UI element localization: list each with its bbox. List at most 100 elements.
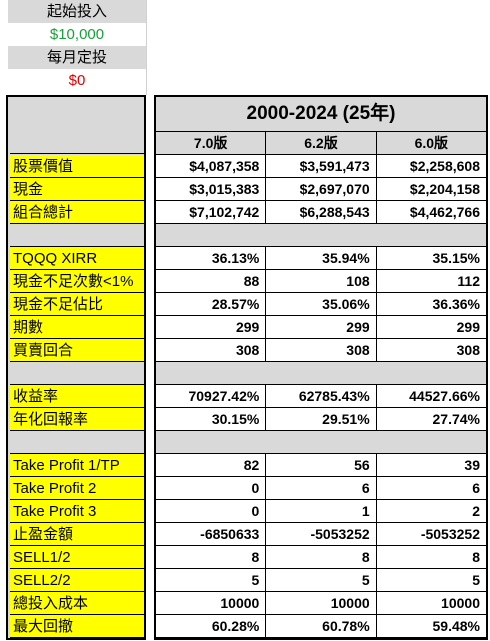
value-cell[interactable]: 6 [375, 477, 486, 500]
value-cell[interactable]: 108 [265, 270, 376, 293]
value-cell[interactable]: 29.51% [265, 408, 376, 431]
row-label[interactable]: 現金 [10, 178, 144, 201]
label-spacer [10, 362, 144, 385]
value-cell[interactable]: 1 [265, 500, 376, 523]
value-cell[interactable]: 82 [156, 454, 266, 477]
value-cell[interactable]: $3,015,383 [156, 178, 266, 201]
value-cell[interactable]: $6,288,543 [265, 201, 376, 224]
start-investment-label: 起始投入 [8, 0, 146, 23]
value-cell[interactable]: 10000 [375, 592, 486, 615]
value-cell[interactable]: 8 [265, 546, 376, 569]
value-cell[interactable]: 39 [375, 454, 486, 477]
row-label[interactable]: Take Profit 1/TP [10, 454, 144, 477]
period-title: 2000-2024 (25年) [156, 97, 486, 132]
value-cell[interactable]: 62785.43% [265, 385, 376, 408]
column-divider [146, 0, 147, 95]
value-cell[interactable]: 0 [156, 477, 266, 500]
row-label[interactable]: TQQQ XIRR [10, 247, 144, 270]
value-cell[interactable]: 5 [375, 569, 486, 592]
row-label[interactable]: 收益率 [10, 385, 144, 408]
row-label[interactable]: 總投入成本 [10, 592, 144, 615]
value-cell[interactable]: 6 [265, 477, 376, 500]
label-spacer [10, 224, 144, 247]
value-cell[interactable]: 2 [375, 500, 486, 523]
table-row: $7,102,742 $6,288,543 $4,462,766 [156, 201, 486, 224]
value-cell[interactable]: 5 [265, 569, 376, 592]
value-cell[interactable]: 27.74% [375, 408, 486, 431]
value-cell[interactable]: 30.15% [156, 408, 266, 431]
table-row: 28.57% 35.06% 36.36% [156, 293, 486, 316]
row-label[interactable]: Take Profit 3 [10, 500, 144, 523]
label-spacer [10, 431, 144, 454]
value-cell[interactable]: $2,204,158 [375, 178, 486, 201]
value-cell[interactable]: $2,697,070 [265, 178, 376, 201]
column-header-v62[interactable]: 6.2版 [265, 132, 375, 154]
row-label[interactable]: 現金不足次數<1% [10, 270, 144, 293]
table-row: 82 56 39 [156, 454, 486, 477]
row-label[interactable]: 止盈金額 [10, 523, 144, 546]
value-cell[interactable]: -6850633 [156, 523, 266, 546]
value-cell[interactable]: 8 [375, 546, 486, 569]
values-area: 2000-2024 (25年) 7.0版 6.2版 6.0版 $4,087,35… [154, 95, 488, 640]
value-cell[interactable]: 10000 [265, 592, 376, 615]
value-cell[interactable]: $2,258,608 [375, 155, 486, 178]
value-cell[interactable]: $4,087,358 [156, 155, 266, 178]
value-cell[interactable]: 308 [375, 339, 486, 362]
value-cell[interactable]: 28.57% [156, 293, 266, 316]
row-label[interactable]: 股票價值 [10, 155, 144, 178]
value-cell[interactable]: $7,102,742 [156, 201, 266, 224]
value-cell[interactable]: $3,591,473 [265, 155, 376, 178]
value-cell[interactable]: 35.15% [375, 247, 486, 270]
table-row: $4,087,358 $3,591,473 $2,258,608 [156, 155, 486, 178]
value-cell[interactable]: 0 [156, 500, 266, 523]
value-cell[interactable]: 8 [156, 546, 266, 569]
value-cell[interactable]: 70927.42% [156, 385, 266, 408]
row-labels-column: 股票價值 現金 組合總計 TQQQ XIRR 現金不足次數<1% 現金不足佔比 期數 買賣回合… [6, 95, 146, 640]
value-cell[interactable]: 308 [156, 339, 266, 362]
row-label[interactable]: Take Profit 2 [10, 477, 144, 500]
value-cell[interactable]: $4,462,766 [375, 201, 486, 224]
row-label[interactable]: 年化回報率 [10, 408, 144, 431]
table-row: 10000 10000 10000 [156, 592, 486, 615]
row-spacer [156, 431, 486, 454]
monthly-investment-value[interactable]: $0 [68, 72, 86, 89]
value-cell[interactable]: 60.78% [265, 615, 376, 638]
value-cell[interactable]: 35.94% [265, 247, 376, 270]
row-label[interactable]: 最大回撤 [10, 615, 144, 638]
column-header-v60[interactable]: 6.0版 [375, 132, 486, 154]
table-row: 60.28% 60.78% 59.48% [156, 615, 486, 638]
column-header-v70[interactable]: 7.0版 [193, 135, 228, 151]
value-cell[interactable]: 36.36% [375, 293, 486, 316]
row-label[interactable]: SELL1/2 [10, 546, 144, 569]
start-investment-value[interactable]: $10,000 [49, 26, 105, 43]
table-row: -6850633 -5053252 -5053252 [156, 523, 486, 546]
value-cell[interactable]: 299 [156, 316, 266, 339]
value-cell[interactable]: 112 [375, 270, 486, 293]
monthly-investment-label: 每月定投 [8, 46, 146, 69]
row-label[interactable]: 買賣回合 [10, 339, 144, 362]
value-cell[interactable]: -5053252 [265, 523, 376, 546]
value-cell[interactable]: 36.13% [156, 247, 266, 270]
value-cell[interactable]: 299 [375, 316, 486, 339]
value-cell[interactable]: 5 [156, 569, 266, 592]
row-label[interactable]: 期數 [10, 316, 144, 339]
value-cell[interactable]: 88 [156, 270, 266, 293]
row-label[interactable]: 現金不足佔比 [10, 293, 144, 316]
row-label[interactable]: SELL2/2 [10, 569, 144, 592]
value-cell[interactable]: 308 [265, 339, 376, 362]
value-cell[interactable]: 10000 [156, 592, 266, 615]
row-label[interactable]: 組合總計 [10, 201, 144, 224]
value-cell[interactable]: 60.28% [156, 615, 266, 638]
inputs-block: 起始投入 $10,000 每月定投 $0 [8, 0, 146, 92]
value-cell[interactable]: -5053252 [375, 523, 486, 546]
value-cell[interactable]: 44527.66% [375, 385, 486, 408]
value-cell[interactable]: 56 [265, 454, 376, 477]
value-cell[interactable]: 299 [265, 316, 376, 339]
table-row: 299 299 299 [156, 316, 486, 339]
value-cell[interactable]: 35.06% [265, 293, 376, 316]
value-cell[interactable]: 59.48% [375, 615, 486, 638]
version-header-row: 7.0版 6.2版 6.0版 [156, 132, 486, 155]
